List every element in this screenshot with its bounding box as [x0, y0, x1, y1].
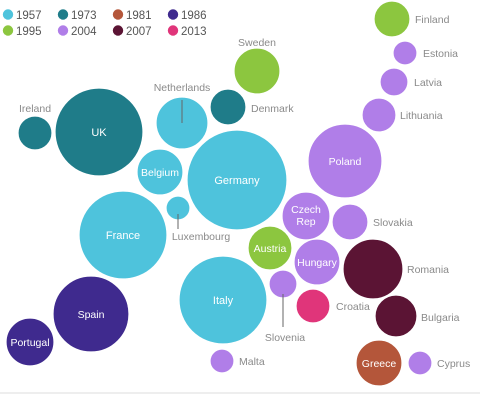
bubble-label-hungary: Hungary: [297, 257, 337, 269]
bubble-france[interactable]: [78, 190, 168, 280]
bubbles: [5, 0, 433, 387]
bubble-label-czech-rep: Czech Rep: [291, 204, 321, 228]
bubble-portugal[interactable]: [5, 317, 55, 367]
bubble-label-uk: UK: [91, 127, 107, 139]
legend: 1957 1973 1981 1986 1995 2004 2007 2013: [2, 9, 207, 38]
legend-label-1995: 1995: [16, 26, 42, 38]
legend-swatch-2007: [112, 25, 124, 36]
legend-label-2013: 2013: [181, 26, 207, 38]
bubble-label-croatia: Croatia: [336, 301, 370, 313]
bubble-belgium[interactable]: [136, 148, 184, 196]
bubble-label-malta: Malta: [239, 356, 265, 368]
legend-swatch-1995: [2, 25, 14, 36]
bubble-malta[interactable]: [209, 348, 235, 374]
bubble-poland[interactable]: [307, 123, 383, 199]
bubble-label-cyprus: Cyprus: [437, 358, 470, 370]
bubble-greece[interactable]: [355, 339, 403, 387]
bubble-latvia[interactable]: [379, 67, 409, 97]
bubble-label-italy: Italy: [213, 295, 234, 307]
bubble-label-greece: Greece: [362, 358, 397, 370]
legend-swatch-2013: [167, 25, 179, 36]
bubble-estonia[interactable]: [392, 40, 418, 66]
legend-label-1981: 1981: [126, 10, 152, 22]
bubble-label-estonia: Estonia: [423, 48, 458, 60]
legend-swatch-1973: [57, 9, 69, 20]
bubble-bulgaria[interactable]: [374, 294, 418, 338]
bubble-label-luxembourg: Luxembourg: [172, 231, 231, 243]
bubble-croatia[interactable]: [295, 288, 331, 324]
bubble-uk[interactable]: [54, 87, 144, 177]
bubble-label-finland: Finland: [415, 14, 450, 26]
bubble-label-lithuania: Lithuania: [400, 110, 443, 122]
bubble-slovakia[interactable]: [331, 203, 369, 241]
bubble-slovenia[interactable]: [268, 269, 298, 299]
bubble-czech-rep[interactable]: [281, 191, 331, 241]
bubble-label-portugal: Portugal: [10, 337, 49, 349]
legend-label-2007: 2007: [126, 26, 152, 38]
bubble-label-belgium: Belgium: [141, 167, 179, 179]
bubble-label-france: France: [106, 230, 140, 242]
bubble-label-spain: Spain: [78, 309, 105, 321]
bubble-label-latvia: Latvia: [414, 77, 442, 89]
legend-swatch-1981: [112, 9, 124, 20]
bubble-romania[interactable]: [342, 238, 404, 300]
bubble-label-ireland: Ireland: [19, 103, 51, 115]
bubble-label-slovakia: Slovakia: [373, 217, 413, 229]
legend-swatch-2004: [57, 25, 69, 36]
bubble-label-netherlands: Netherlands: [154, 82, 211, 94]
bubble-germany[interactable]: [186, 129, 288, 231]
legend-label-2004: 2004: [71, 26, 97, 38]
bubble-label-bulgaria: Bulgaria: [421, 312, 460, 324]
bubble-label-denmark: Denmark: [251, 103, 294, 115]
bubble-hungary[interactable]: [293, 238, 341, 286]
legend-swatch-1986: [167, 9, 179, 20]
bubble-cyprus[interactable]: [407, 350, 433, 376]
bubble-finland[interactable]: [373, 0, 411, 38]
bubble-ireland[interactable]: [17, 115, 53, 151]
bubble-austria[interactable]: [247, 225, 293, 271]
bubble-lithuania[interactable]: [361, 97, 397, 133]
bubble-italy[interactable]: [178, 255, 268, 345]
bubble-label-slovenia: Slovenia: [265, 332, 305, 344]
bubble-label-sweden: Sweden: [238, 37, 276, 49]
bubble-label-austria: Austria: [254, 243, 287, 255]
bubble-label-germany: Germany: [214, 175, 260, 187]
bubble-labels: Finland Estonia Sweden Latvia Netherlands Den…: [10, 14, 470, 370]
legend-label-1973: 1973: [71, 10, 97, 22]
legend-label-1986: 1986: [181, 10, 207, 22]
bubble-label-poland: Poland: [329, 156, 362, 168]
legend-label-1957: 1957: [16, 10, 42, 22]
legend-swatch-1957: [2, 9, 14, 20]
bubble-sweden[interactable]: [233, 47, 281, 95]
bubble-denmark[interactable]: [209, 88, 247, 126]
bubble-spain[interactable]: [52, 275, 130, 353]
bubble-label-romania: Romania: [407, 264, 449, 276]
